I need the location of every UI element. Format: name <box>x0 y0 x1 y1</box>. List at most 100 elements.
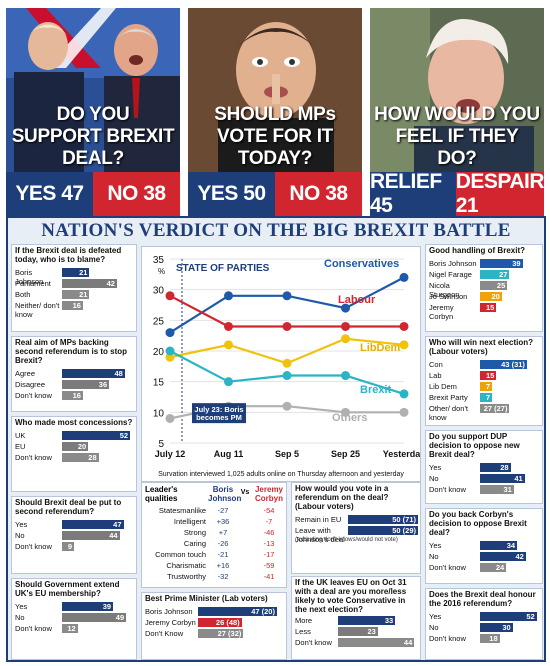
quality-label: Trustworthy <box>167 572 206 581</box>
bar-fill: 24 <box>480 563 507 572</box>
qualities-row: Charismatic +16 -59 <box>142 560 286 571</box>
bar-label: Yes <box>15 520 28 529</box>
bar-fill: 47 (20) <box>198 607 277 616</box>
box-question: If the Brexit deal is defeated today, wh… <box>15 246 122 264</box>
bar-row: Leave with Johnson's deal 50 (29) <box>292 525 420 544</box>
y-tick-label: 10 <box>153 408 165 419</box>
data-point <box>341 407 350 417</box>
x-tick-label: Sep 5 <box>275 449 299 459</box>
bar-fill: 28 <box>62 453 99 462</box>
data-point <box>399 407 409 417</box>
data-point <box>165 328 175 338</box>
referendum-question: How would you vote in a referendum on th… <box>295 484 389 511</box>
referendum-note: (excluding don't knows/would not vote) <box>295 537 398 543</box>
quality-corbyn: -59 <box>263 561 275 570</box>
bar-row: Boris Johnson 39 <box>426 258 542 269</box>
oct31-bars: More 33 Less 23 Don't know 44 <box>292 615 420 648</box>
quality-label: Intelligent <box>173 517 206 526</box>
bar-row: Less 23 <box>292 626 420 637</box>
bar-row: Yes 39 <box>12 601 136 612</box>
bar-row: Don't know 28 <box>12 452 136 463</box>
bar-label: Nigel Farage <box>429 270 472 279</box>
series-label: Others <box>332 412 367 424</box>
bar-label: Boris Johnson <box>15 268 44 286</box>
y-tick-label: 20 <box>153 347 165 358</box>
data-point <box>224 291 233 301</box>
bar-fill: 7 (7) <box>480 382 492 400</box>
data-point <box>282 291 292 301</box>
bar-label: Agree <box>15 369 36 378</box>
bar-label: Disagree <box>15 380 46 389</box>
bar-label: Lab <box>429 371 442 380</box>
bar-row: Agree 48 <box>12 368 136 379</box>
bar-label: Parliament <box>15 279 51 288</box>
box-question: Good handling of Brexit? <box>429 246 525 255</box>
bar-row: No 49 <box>12 612 136 623</box>
panel-voter: HOW WOULD YOU FEEL IF THEY DO? RELIEF 45… <box>370 8 544 216</box>
bar-fill: 47 <box>62 520 124 529</box>
bar-label: Yes <box>15 602 28 611</box>
bar-row: Lab 15 (31) <box>426 370 542 389</box>
qualities-col-corbyn: Jeremy Corbyn <box>254 485 284 503</box>
bar-row: Neither/ don't know 16 <box>12 300 136 319</box>
bar-label: Boris Johnson <box>145 607 193 616</box>
bar-fill: 48 <box>62 369 125 378</box>
box-bars: Yes 34 No 42 Don't know 24 <box>426 540 542 573</box>
bar-label: No <box>429 623 439 632</box>
qualities-heading: Leader's qualities <box>145 485 178 503</box>
bar-fill: 36 <box>62 380 110 389</box>
left-question-box: Should Brexit deal be put to second refe… <box>11 496 137 574</box>
bar-fill: 27 (27) <box>480 404 510 413</box>
quality-johnson: -32 <box>217 572 229 581</box>
quality-johnson: -27 <box>217 506 229 515</box>
state-of-parties-chart: 5 10 15 20 25 30 35% July 12 Aug 11 Sep 5 Sep 25 Ye… <box>141 246 425 482</box>
bar-row: Remain in EU 50 (71) <box>292 514 420 525</box>
bar-label: Jeremy Corbyn <box>145 618 196 627</box>
quality-label: Strong <box>183 528 206 537</box>
bar-fill: 34 <box>480 541 518 550</box>
bar-fill: 33 <box>338 616 396 625</box>
bar-fill: 23 <box>338 627 378 636</box>
bar-label: Yes <box>429 463 442 472</box>
bar-label: Yes <box>429 541 442 550</box>
right-question-box: Does the Brexit deal honour the 2016 ref… <box>425 588 543 660</box>
oct31-question: If the UK leaves EU on Oct 31 with a dea… <box>295 578 407 614</box>
photo-voter <box>370 8 544 172</box>
bar-label: Leave with Johnson's deal <box>295 526 345 544</box>
bar-fill: 9 <box>62 542 74 551</box>
annotation-text-2: becomes PM <box>196 413 242 422</box>
x-tick-label: Aug 11 <box>214 449 244 459</box>
data-point <box>399 340 409 350</box>
box-bars: UK 52 EU 20 Don't know 28 <box>12 430 136 463</box>
qualities-row: Trustworthy -32 -41 <box>142 571 286 582</box>
bar-label: Don't know <box>429 485 466 494</box>
bar-row: Jo Swinson 20 <box>426 291 542 302</box>
bar-fill: 21 <box>62 290 90 299</box>
bar-fill: 25 <box>480 281 508 290</box>
box-question: Does the Brexit deal honour the 2016 ref… <box>429 590 536 608</box>
bar-row: Other/ don't know 27 (27) <box>426 403 542 422</box>
bar-fill: 49 <box>62 613 127 622</box>
bar-row: Don't know 16 <box>12 390 136 401</box>
qualities-row: Statesmanlike -27 -54 <box>142 505 286 516</box>
bar-fill: 20 <box>62 442 89 451</box>
bar-row: Jeremy Corbyn 15 <box>426 302 542 321</box>
bar-row: Nigel Farage 27 <box>426 269 542 280</box>
annotation-box <box>192 403 246 424</box>
data-point <box>224 321 233 331</box>
box-bars: Boris Johnson 21 Parliament 42 Both 21 Neither… <box>12 267 136 319</box>
y-tick-label: 5 <box>158 439 164 450</box>
bar-label: Nicola Sturgeon <box>429 281 460 299</box>
quality-label: Statesmanlike <box>158 506 206 515</box>
panel-no-result: NO 38 <box>275 172 362 216</box>
bar-row: Yes 52 <box>426 611 542 622</box>
bar-row: No 42 <box>426 551 542 562</box>
bar-row: Lib Dem 7 (7) <box>426 381 542 400</box>
data-point <box>399 272 409 282</box>
panel-relief-result: RELIEF 45 <box>370 170 456 216</box>
best-pm-question: Best Prime Minister (Lab voters) <box>145 594 268 603</box>
bar-row: Don't know 44 <box>292 637 420 648</box>
box-bars: Yes 28 No 41 Don't know 31 <box>426 462 542 495</box>
bar-row: No 44 <box>12 530 136 541</box>
